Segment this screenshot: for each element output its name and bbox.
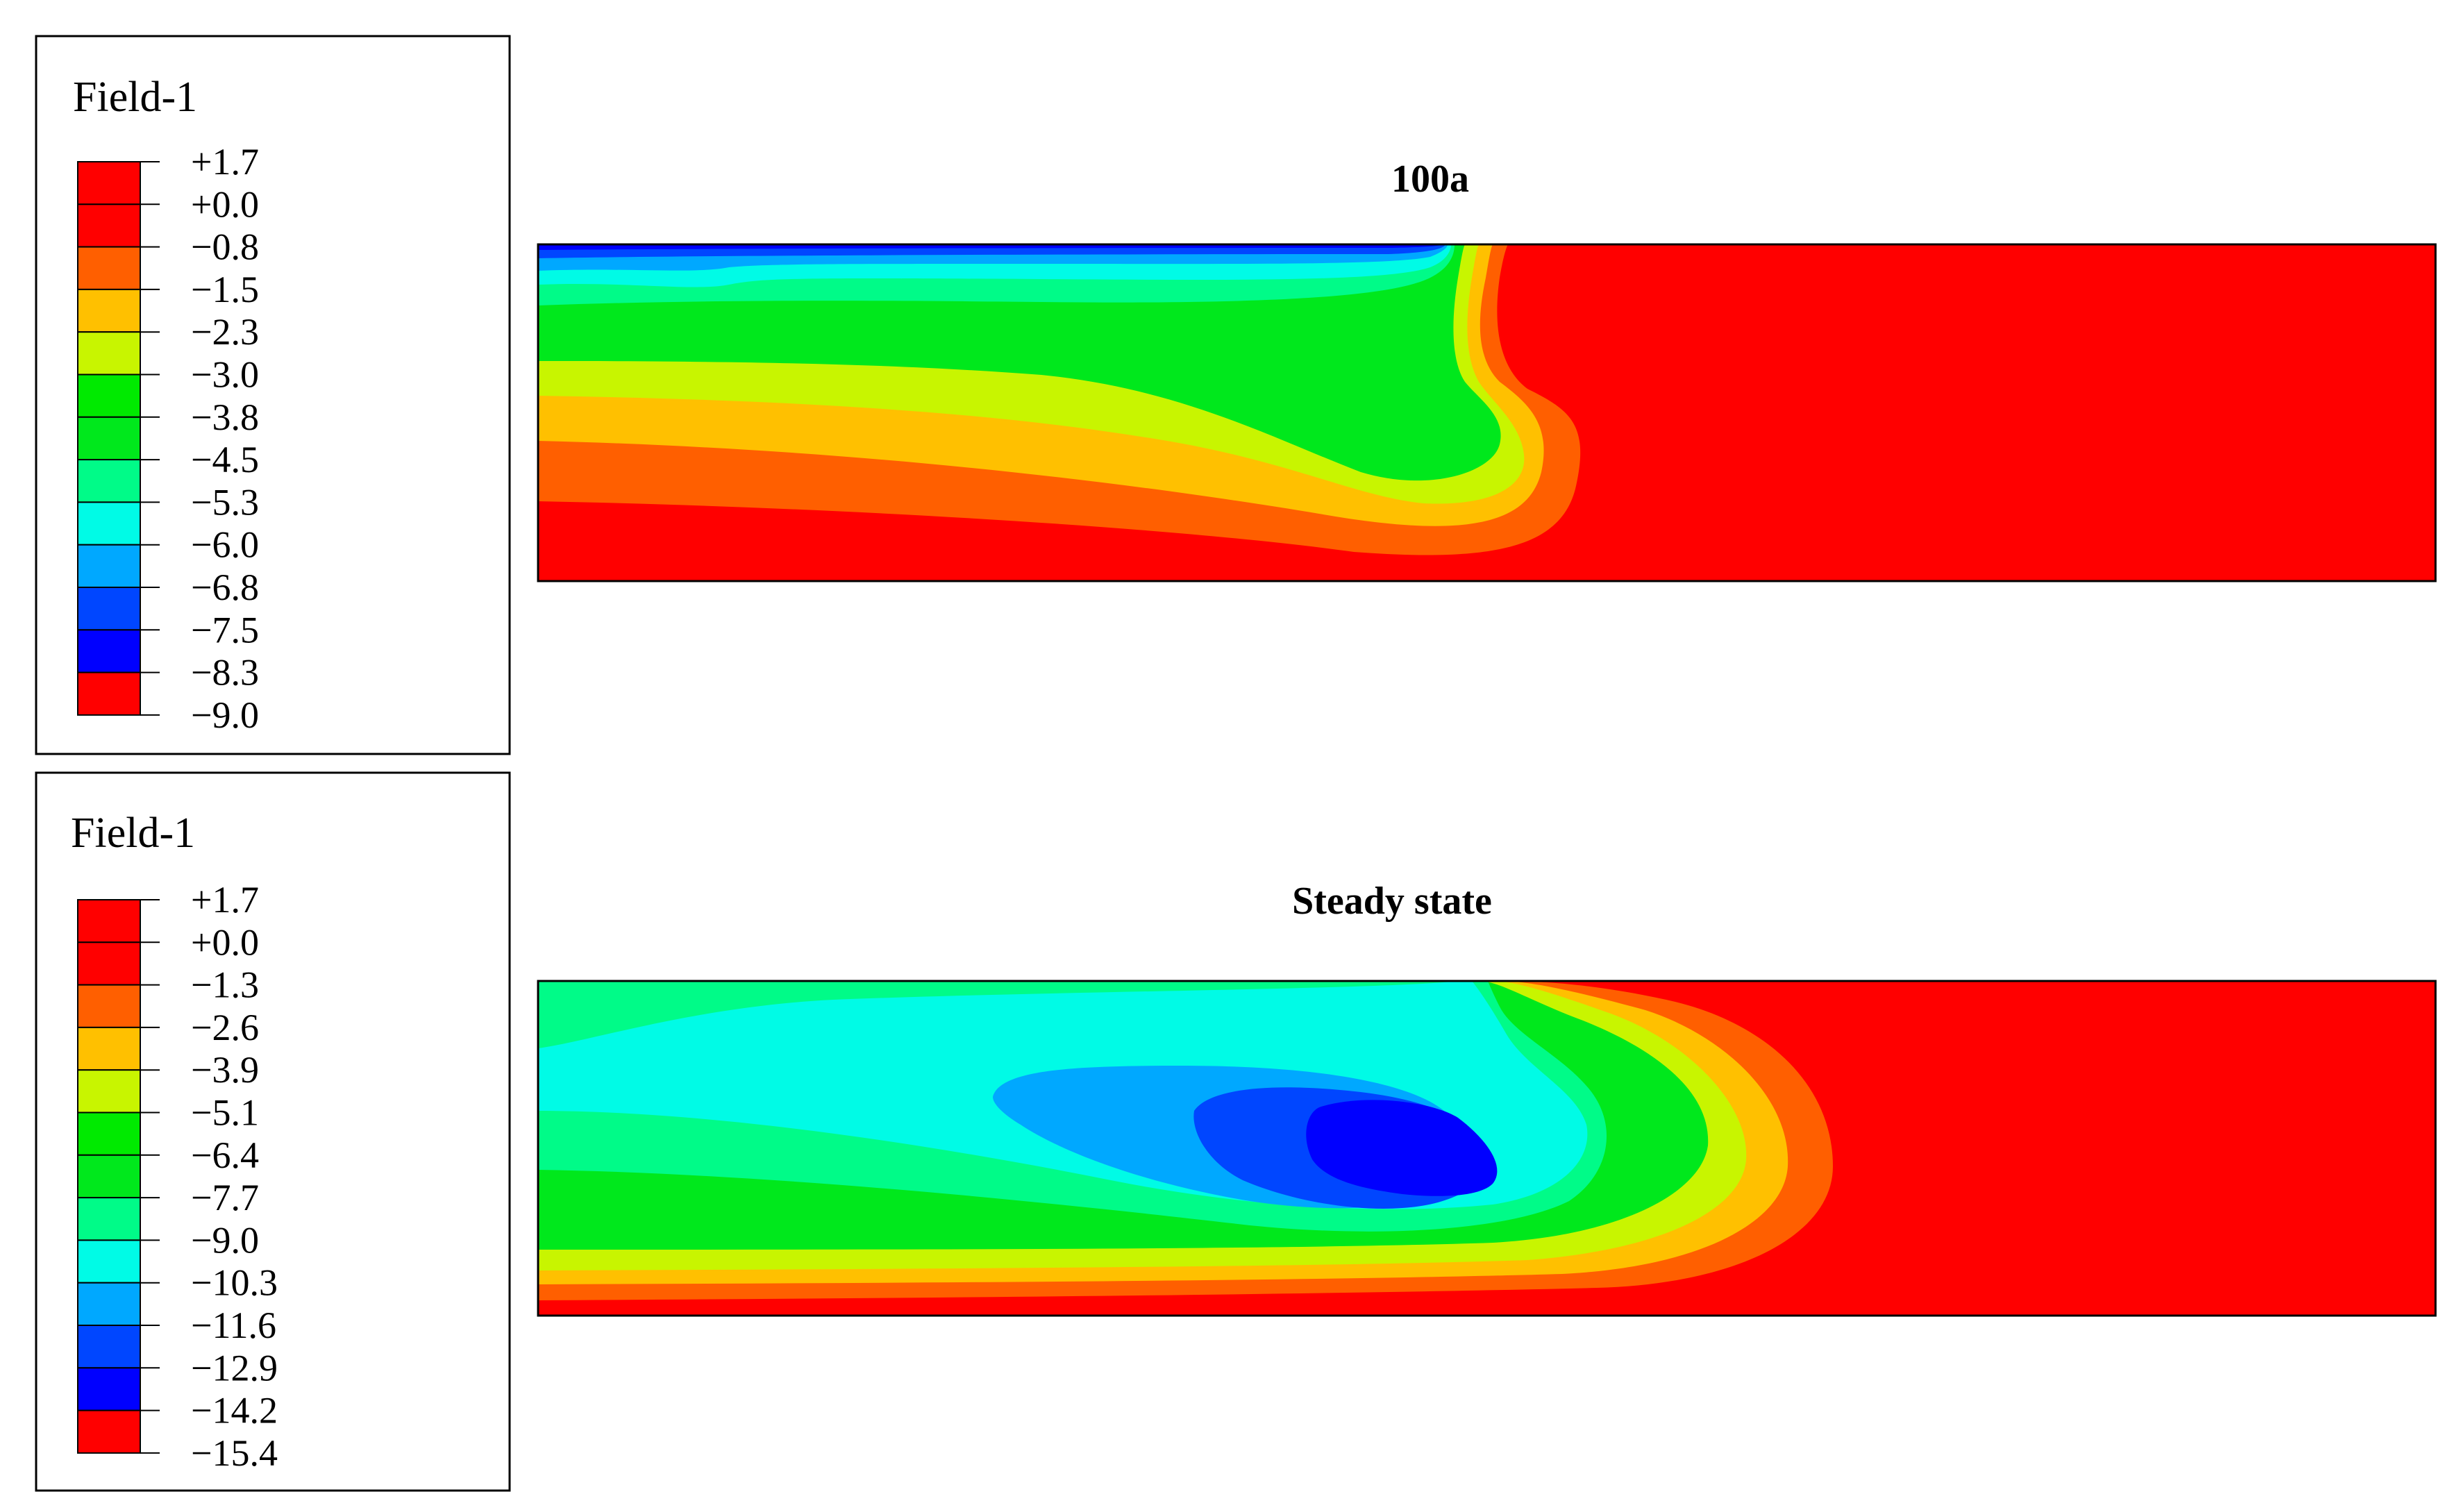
plot-frame bbox=[537, 980, 2437, 1317]
legend-tick-label: +1.7 bbox=[191, 141, 259, 183]
legend-tick-label: −11.6 bbox=[191, 1305, 276, 1346]
legend-swatch bbox=[77, 544, 141, 589]
legend-swatch bbox=[77, 984, 141, 1028]
legend-swatch bbox=[77, 246, 141, 290]
legend-tick-label: −2.3 bbox=[191, 311, 259, 353]
contour-plot-steady-state bbox=[538, 981, 2436, 1316]
legend-swatch bbox=[77, 1069, 141, 1114]
legend-tick-label: −14.2 bbox=[191, 1390, 278, 1432]
legend-swatch bbox=[77, 899, 141, 943]
legend-tick-label: −5.3 bbox=[191, 481, 259, 523]
plot-title: Steady state bbox=[1292, 880, 1492, 923]
legend-swatch bbox=[77, 1282, 141, 1326]
legend-swatch bbox=[77, 1367, 141, 1411]
legend-swatch bbox=[77, 501, 141, 546]
legend-swatch bbox=[77, 941, 141, 986]
legend-swatch bbox=[77, 288, 141, 333]
legend-swatch bbox=[77, 331, 141, 376]
legend-tick-label: −5.1 bbox=[191, 1092, 259, 1134]
legend-tick-label: −1.5 bbox=[191, 269, 259, 310]
legend-swatch bbox=[77, 1239, 141, 1284]
legend-tick-label: −8.3 bbox=[191, 652, 259, 694]
legend-tick-label: −10.3 bbox=[191, 1262, 278, 1304]
legend-tick-label: −3.0 bbox=[191, 354, 259, 396]
legend-tick-labels: +1.7 +0.0 −0.8 −1.5 −2.3 −3.0 −3.8 −4.5 … bbox=[191, 141, 259, 736]
legend-tick-label: −15.4 bbox=[191, 1432, 278, 1474]
contour-band bbox=[538, 244, 1501, 481]
contour-band bbox=[1306, 1100, 1498, 1196]
legend-tick-label: −6.0 bbox=[191, 524, 259, 566]
legend-tick-label: −6.4 bbox=[191, 1134, 259, 1176]
legend-tick-label: −9.0 bbox=[191, 694, 259, 736]
legend-swatch bbox=[77, 1409, 141, 1454]
legend-swatch bbox=[77, 1026, 141, 1071]
legend-swatch bbox=[77, 587, 141, 631]
legend-swatch bbox=[77, 416, 141, 461]
legend-swatch bbox=[77, 671, 141, 716]
plot-title: 100a bbox=[1391, 158, 1469, 201]
legend-tick-label: −6.8 bbox=[191, 567, 259, 608]
contour-band bbox=[538, 244, 1443, 250]
legend-swatch bbox=[77, 1111, 141, 1156]
legend-swatch bbox=[77, 1197, 141, 1241]
legend-tick-label: −12.9 bbox=[191, 1347, 278, 1389]
legend-tick-label: −3.9 bbox=[191, 1049, 259, 1091]
legend-tick-labels: +1.7 +0.0 −1.3 −2.6 −3.9 −5.1 −6.4 −7.7 … bbox=[191, 879, 278, 1474]
legend-swatch bbox=[77, 629, 141, 673]
legend-swatch bbox=[77, 1154, 141, 1199]
legend-swatch bbox=[77, 203, 141, 248]
contour-band bbox=[538, 981, 1458, 1048]
legend-swatch bbox=[77, 459, 141, 503]
legend-tick-label: −3.8 bbox=[191, 396, 259, 438]
plot-frame bbox=[537, 243, 2437, 582]
legend-tick-label: +0.0 bbox=[191, 921, 259, 963]
legend-title: Field-1 bbox=[73, 74, 197, 121]
legend-tick-label: −1.3 bbox=[191, 964, 259, 1006]
legend-swatch bbox=[77, 374, 141, 418]
legend-tick-label: −2.6 bbox=[191, 1007, 259, 1048]
legend-tick-label: −4.5 bbox=[191, 439, 259, 480]
legend-swatch bbox=[77, 161, 141, 205]
legend-tick-label: −7.7 bbox=[191, 1177, 259, 1218]
contour-plot-100a bbox=[538, 244, 2436, 581]
legend-swatches bbox=[77, 161, 160, 716]
legend-swatch bbox=[77, 1325, 141, 1369]
legend-tick-label: −7.5 bbox=[191, 609, 259, 651]
legend-tick-label: +1.7 bbox=[191, 879, 259, 921]
legend-tick-label: +0.0 bbox=[191, 183, 259, 225]
legend-steady-state: Field-1 +1.7 +0.0 −1.3 −2.6 −3.9 −5.1 −6… bbox=[35, 771, 511, 1492]
legend-tick-label: −9.0 bbox=[191, 1219, 259, 1261]
legend-swatches bbox=[77, 899, 160, 1454]
legend-title: Field-1 bbox=[71, 809, 195, 857]
legend-100a: Field-1 +1.7 +0.0 −0.8 −1.5 −2.3 −3.0 −3… bbox=[35, 35, 511, 755]
legend-tick-label: −0.8 bbox=[191, 226, 259, 268]
